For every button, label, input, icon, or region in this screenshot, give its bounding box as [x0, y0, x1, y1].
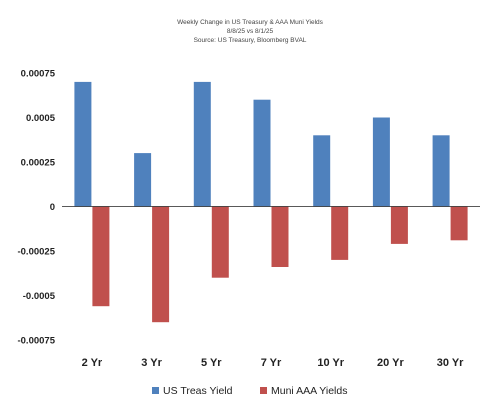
x-category-label: 20 Yr — [377, 357, 404, 369]
bar-muni-aaa-yields-2yr — [92, 206, 110, 307]
y-tick-label: -0.00075 — [17, 336, 55, 347]
chart-title-line-2: 8/8/25 vs 8/1/25 — [227, 28, 274, 35]
legend-swatch — [152, 387, 159, 394]
y-tick-label: 0.0005 — [26, 113, 56, 124]
bar-us-treas-yield-20yr — [372, 117, 390, 207]
legend: US Treas Yield Muni AAA Yields — [152, 385, 347, 397]
y-axis: 0.00075 0.0005 0.00025 0 -0.00025 -0.0005 -0.0… — [17, 69, 55, 347]
bar-us-treas-yield-30yr — [432, 135, 450, 207]
bar-muni-aaa-yields-10yr — [331, 206, 349, 260]
x-axis-labels: 2 Yr 3 Yr 5 Yr 7 Yr 10 Yr 20 Yr 30 Yr — [82, 357, 465, 369]
x-category-label: 5 Yr — [201, 357, 222, 369]
bar-muni-aaa-yields-20yr — [390, 206, 408, 244]
legend-label: US Treas Yield — [163, 385, 233, 397]
bar-muni-aaa-yields-7yr — [271, 206, 289, 267]
x-category-label: 30 Yr — [437, 357, 464, 369]
y-tick-label: 0 — [50, 202, 55, 213]
bar-muni-aaa-yields-5yr — [211, 206, 229, 278]
chart-title-line-3: Source: US Treasury, Bloomberg BVAL — [194, 37, 307, 44]
bar-us-treas-yield-3yr — [134, 153, 152, 207]
bar-us-treas-yield-7yr — [253, 99, 271, 207]
x-category-label: 3 Yr — [141, 357, 162, 369]
legend-swatch — [260, 387, 267, 394]
bars-layer — [74, 81, 468, 323]
y-tick-label: 0.00075 — [21, 69, 56, 80]
chart-title-line-1: Weekly Change in US Treasury & AAA Muni … — [177, 19, 324, 26]
x-category-label: 10 Yr — [317, 357, 344, 369]
bar-us-treas-yield-2yr — [74, 81, 92, 207]
bar-muni-aaa-yields-3yr — [152, 206, 170, 323]
x-category-label: 7 Yr — [261, 357, 282, 369]
bar-us-treas-yield-5yr — [193, 81, 211, 207]
bar-us-treas-yield-10yr — [313, 135, 331, 207]
y-tick-label: 0.00025 — [21, 158, 56, 169]
bar-muni-aaa-yields-30yr — [450, 206, 468, 241]
y-tick-label: -0.0005 — [23, 291, 56, 302]
x-category-label: 2 Yr — [82, 357, 103, 369]
y-tick-label: -0.00025 — [17, 247, 55, 258]
chart-title: Weekly Change in US Treasury & AAA Muni … — [177, 19, 324, 44]
legend-label: Muni AAA Yields — [271, 385, 347, 397]
